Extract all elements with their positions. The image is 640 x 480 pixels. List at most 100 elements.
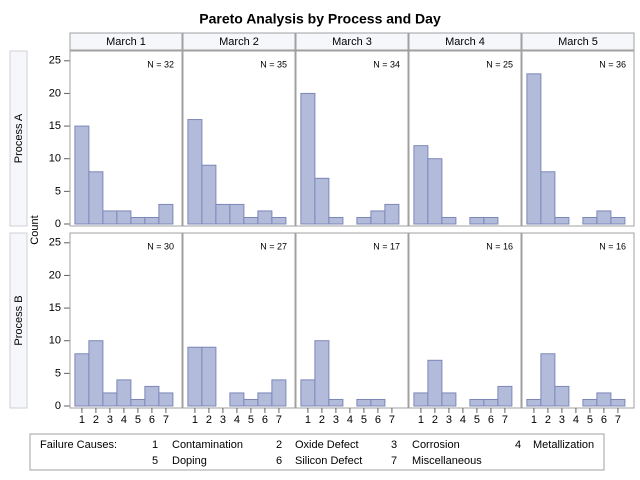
- bar: [610, 398, 626, 407]
- panel-annotation: N = 27: [260, 241, 287, 251]
- bar: [201, 164, 217, 225]
- x-tick-label: 1: [305, 414, 311, 426]
- bar: [102, 392, 118, 407]
- x-tick-label: 5: [587, 414, 593, 426]
- bar: [102, 210, 118, 225]
- bar: [610, 216, 626, 225]
- legend-label: Silicon Defect: [295, 455, 362, 467]
- legend-label: Contamination: [172, 439, 243, 451]
- bar: [243, 398, 259, 407]
- panel-frame: [69, 232, 183, 409]
- bar: [413, 392, 429, 407]
- y-tick-label: 5: [55, 367, 61, 379]
- y-tick-label: 10: [49, 335, 61, 347]
- row-header-label: Process A: [13, 113, 25, 163]
- bar: [370, 398, 386, 407]
- bar: [300, 379, 316, 407]
- bar: [158, 203, 174, 225]
- bar: [384, 203, 400, 225]
- column-header-label: March 3: [332, 36, 372, 48]
- x-tick-label: 5: [135, 414, 141, 426]
- bar: [243, 216, 259, 225]
- y-tick-label: 0: [55, 400, 61, 412]
- x-tick-label: 2: [545, 414, 551, 426]
- x-tick-label: 7: [163, 414, 169, 426]
- bar: [130, 216, 146, 225]
- bar: [596, 210, 612, 225]
- bar: [314, 340, 330, 407]
- bar: [370, 210, 386, 225]
- legend-code: 6: [276, 455, 282, 467]
- bar: [497, 385, 513, 407]
- x-tick-label: 2: [319, 414, 325, 426]
- legend-label: Doping: [172, 455, 207, 467]
- panel-frame: [408, 50, 522, 227]
- bar: [314, 177, 330, 225]
- bar: [271, 216, 287, 225]
- x-tick-label: 2: [432, 414, 438, 426]
- bar: [215, 203, 231, 225]
- bar: [116, 379, 132, 407]
- panel-annotation: N = 34: [373, 59, 400, 69]
- row-header: [9, 232, 28, 409]
- bar: [596, 392, 612, 407]
- legend-label: Miscellaneous: [412, 455, 482, 467]
- y-tick-label: 15: [49, 120, 61, 132]
- x-tick-label: 4: [347, 414, 353, 426]
- x-tick-label: 5: [361, 414, 367, 426]
- legend-label: Oxide Defect: [295, 439, 359, 451]
- x-tick-label: 6: [601, 414, 607, 426]
- x-tick-label: 1: [79, 414, 85, 426]
- bar: [540, 353, 556, 407]
- x-tick-label: 7: [615, 414, 621, 426]
- panel-annotation: N = 36: [599, 59, 626, 69]
- x-tick-label: 6: [488, 414, 494, 426]
- column-header: [182, 32, 296, 51]
- x-tick-label: 7: [389, 414, 395, 426]
- column-header: [408, 32, 522, 51]
- x-tick-label: 4: [121, 414, 127, 426]
- x-tick-label: 1: [418, 414, 424, 426]
- bar: [554, 216, 570, 225]
- bar: [356, 398, 372, 407]
- bar: [483, 398, 499, 407]
- x-tick-label: 1: [531, 414, 537, 426]
- legend-code: 4: [515, 439, 521, 451]
- x-tick-label: 4: [460, 414, 466, 426]
- bar: [257, 392, 273, 407]
- bar: [229, 203, 245, 225]
- bar: [328, 216, 344, 225]
- bar: [74, 125, 90, 225]
- row-header: [9, 50, 28, 227]
- bar: [201, 346, 217, 407]
- legend-code: 2: [276, 439, 282, 451]
- row-header-label: Process B: [13, 295, 25, 345]
- column-header-label: March 4: [445, 36, 485, 48]
- bar: [413, 145, 429, 225]
- column-header-label: March 1: [106, 36, 146, 48]
- x-tick-label: 2: [93, 414, 99, 426]
- x-tick-label: 6: [262, 414, 268, 426]
- bar: [229, 392, 245, 407]
- panel-frame: [521, 232, 635, 409]
- panel-annotation: N = 16: [599, 241, 626, 251]
- bar: [526, 73, 542, 225]
- legend-label: Metallization: [533, 439, 594, 451]
- x-tick-label: 3: [559, 414, 565, 426]
- panel-frame: [69, 50, 183, 227]
- y-tick-label: 25: [49, 237, 61, 249]
- y-tick-label: 5: [55, 185, 61, 197]
- x-tick-label: 3: [107, 414, 113, 426]
- x-tick-label: 4: [573, 414, 579, 426]
- bar: [540, 171, 556, 225]
- panel-annotation: N = 30: [147, 241, 174, 251]
- column-header-label: March 5: [558, 36, 598, 48]
- legend-code: 1: [152, 439, 158, 451]
- x-tick-label: 1: [192, 414, 198, 426]
- bar: [271, 379, 287, 407]
- column-header: [295, 32, 409, 51]
- bar: [469, 216, 485, 225]
- bar: [526, 398, 542, 407]
- bar: [144, 216, 160, 225]
